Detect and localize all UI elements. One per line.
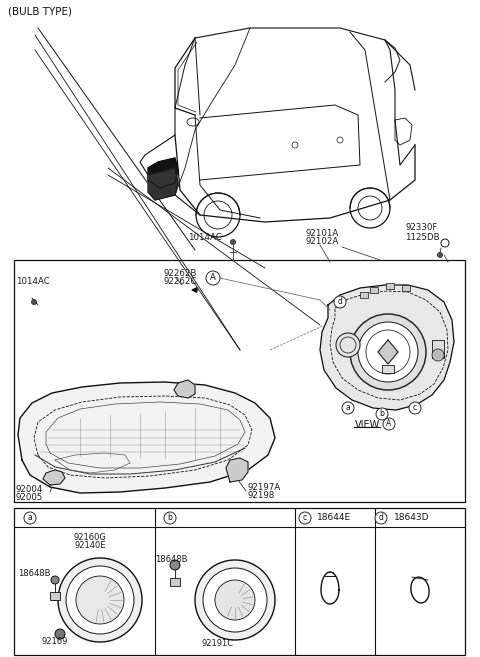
Text: VIEW: VIEW [355, 420, 380, 430]
Circle shape [383, 418, 395, 430]
Polygon shape [174, 380, 195, 398]
Bar [50, 592, 60, 600]
Circle shape [76, 576, 124, 624]
Circle shape [55, 629, 65, 639]
Text: 92005: 92005 [16, 493, 43, 503]
Bar [360, 292, 368, 298]
Circle shape [32, 300, 36, 304]
Text: 18643D: 18643D [394, 514, 430, 522]
Bar [14, 508, 465, 655]
Ellipse shape [187, 118, 199, 126]
Text: c: c [303, 514, 307, 522]
Polygon shape [18, 382, 275, 493]
Circle shape [66, 566, 134, 634]
Bar [402, 285, 410, 291]
Polygon shape [148, 158, 178, 188]
Circle shape [376, 408, 388, 420]
Text: b: b [380, 409, 384, 419]
Text: d: d [379, 514, 384, 522]
Text: 92169: 92169 [42, 637, 68, 646]
Circle shape [375, 512, 387, 524]
Bar [14, 260, 465, 502]
Text: 92197A: 92197A [248, 484, 281, 493]
Text: 92330F: 92330F [405, 223, 437, 233]
Text: a: a [28, 514, 32, 522]
Text: 1014AC: 1014AC [188, 233, 222, 242]
Text: 18648B: 18648B [155, 555, 188, 564]
Circle shape [336, 333, 360, 357]
Bar [370, 287, 378, 293]
Text: A: A [210, 273, 216, 283]
Polygon shape [320, 285, 454, 410]
Circle shape [215, 580, 255, 620]
Circle shape [350, 314, 426, 390]
Circle shape [437, 252, 443, 258]
Text: b: b [168, 514, 172, 522]
Text: 92140E: 92140E [74, 541, 106, 549]
Circle shape [230, 240, 236, 244]
Bar [382, 365, 394, 373]
Circle shape [24, 512, 36, 524]
Circle shape [334, 296, 346, 308]
Text: A: A [386, 420, 392, 428]
Text: 92262C: 92262C [163, 277, 196, 286]
Text: 92004: 92004 [16, 486, 43, 495]
Text: 92101A: 92101A [305, 229, 338, 237]
Circle shape [409, 402, 421, 414]
Bar [432, 340, 444, 358]
Text: a: a [346, 403, 350, 413]
Circle shape [299, 512, 311, 524]
Text: 92191C: 92191C [202, 639, 234, 648]
Circle shape [203, 568, 267, 632]
Text: 18644E: 18644E [317, 514, 351, 522]
Text: 92160G: 92160G [73, 533, 107, 541]
Text: 92262B: 92262B [163, 269, 196, 277]
Bar [386, 283, 394, 289]
Polygon shape [378, 340, 398, 364]
Text: 92198: 92198 [248, 491, 275, 501]
Circle shape [342, 402, 354, 414]
Text: 1014AC: 1014AC [16, 277, 50, 286]
Polygon shape [226, 458, 248, 482]
Text: 18648B: 18648B [18, 568, 50, 578]
Text: 92102A: 92102A [305, 237, 338, 246]
Circle shape [432, 349, 444, 361]
Circle shape [195, 560, 275, 640]
Text: 1125DB: 1125DB [405, 233, 440, 242]
Bar [170, 578, 180, 586]
Circle shape [51, 576, 59, 584]
Polygon shape [43, 470, 65, 485]
Circle shape [164, 512, 176, 524]
Circle shape [58, 558, 142, 642]
Text: d: d [337, 298, 342, 307]
Text: (BULB TYPE): (BULB TYPE) [8, 7, 72, 17]
Circle shape [206, 271, 220, 285]
Circle shape [358, 322, 418, 382]
Text: c: c [413, 403, 417, 413]
Polygon shape [148, 168, 178, 200]
Circle shape [170, 560, 180, 570]
